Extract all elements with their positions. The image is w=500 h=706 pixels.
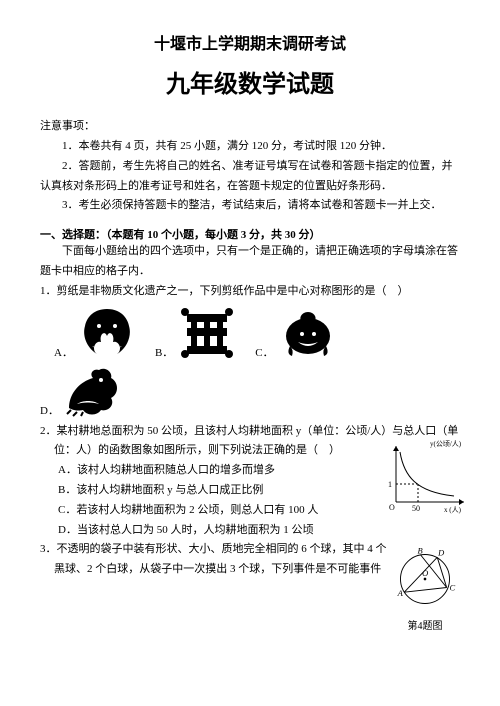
q1-option-a-label: A． — [54, 344, 73, 360]
q1-option-b-label: B． — [155, 344, 173, 360]
exam-header-line1: 十堰市上学期期末调研考试 — [40, 30, 460, 54]
q2-option-d: D．当该村总人口为 50 人时，人均耕地面积为 1 公顷 — [58, 521, 460, 541]
q2-chart-ytick: 1 — [388, 480, 392, 489]
notice-item-1: 1．本卷共有 4 页，共有 25 小题，满分 120 分，考试时限 120 分钟… — [40, 137, 460, 157]
q3-label-c: C — [450, 583, 456, 593]
q3-label-b: B — [417, 546, 422, 556]
q1-stem: 1．剪纸是非物质文化遗产之一，下列剪纸作品中是中心对称图形的是（ ） — [40, 282, 460, 302]
q1-option-b: B． — [155, 306, 237, 360]
section1-instruction: 下面每小题给出的四个选项中，只有一个是正确的，请把正确选项的字母填涂在答题卡中相… — [40, 242, 460, 282]
papercut-icon-c — [278, 306, 338, 360]
q2-chart-ylabel: y(公顷/人) — [430, 440, 462, 448]
q3-label-a: A — [397, 588, 404, 598]
q1-option-d: D． — [40, 364, 123, 418]
q1-option-d-label: D． — [40, 402, 59, 418]
section1-title: 一、选择题：（本题有 10 个小题，每小题 3 分，共 30 分） — [40, 226, 460, 242]
q3-label-o: O — [422, 569, 428, 579]
q3-fig-caption: 第4题图 — [390, 617, 460, 632]
q1-option-c-label: C． — [255, 344, 273, 360]
q2-stem-line1: 2．某村耕地总面积为 50 公顷，且该村人均耕地面积 y（单位：公顷/人）与总人… — [40, 422, 460, 442]
q1-option-a: A． — [54, 306, 137, 360]
notice-item-2: 2．答题前，考生先将自己的姓名、准考证号填写在试卷和答题卡指定的位置，并认真核对… — [40, 157, 460, 197]
exam-header-line2: 九年级数学试题 — [40, 64, 460, 99]
q2-chart: y(公顷/人) 1 50 O x (人) — [382, 440, 470, 514]
notice-heading: 注意事项： — [40, 117, 460, 133]
papercut-icon-b — [177, 306, 237, 360]
q2-chart-xlabel: x (人) — [444, 506, 462, 514]
papercut-icon-a — [77, 306, 137, 360]
q1-options-row1: A． B． — [54, 306, 460, 360]
q2-chart-xtick: 50 — [412, 504, 420, 513]
papercut-icon-d — [63, 364, 123, 418]
notice-item-3: 3．考生必须保持答题卡的整洁，考试结束后，请将本试卷和答题卡一并上交． — [40, 196, 460, 216]
q3-label-d: D — [437, 548, 444, 558]
q1-options-row2: D． — [40, 364, 460, 418]
q1-option-c: C． — [255, 306, 337, 360]
q2-chart-origin: O — [389, 503, 395, 512]
q3-figure: A B C D O 第4题图 — [390, 546, 460, 630]
